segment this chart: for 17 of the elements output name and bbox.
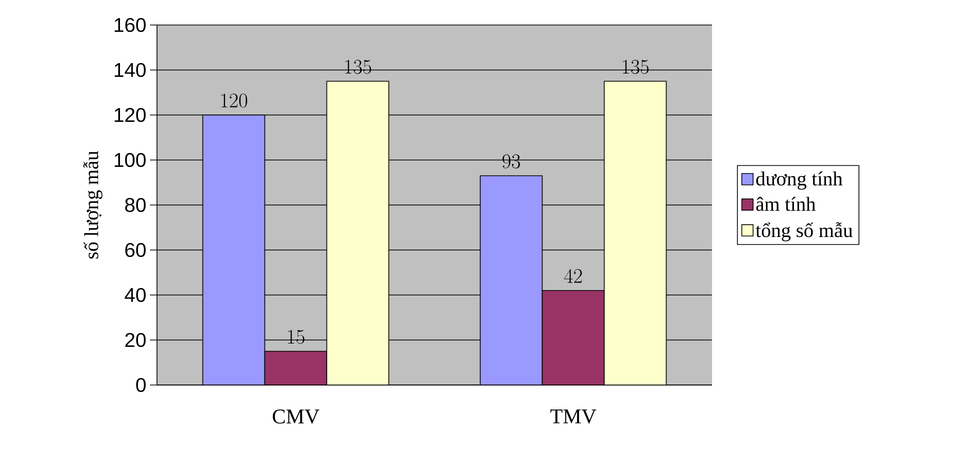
- y-tick-label: 80: [125, 198, 146, 212]
- x-tick-label: TMV: [550, 410, 596, 424]
- y-tick-label: 60: [125, 242, 146, 258]
- x-tick-label: CMV: [272, 410, 320, 424]
- y-tick-label: 0: [136, 378, 146, 392]
- y-tick-label: 100: [114, 152, 146, 168]
- y-tick-label: 120: [114, 108, 146, 122]
- data-label: 42: [564, 268, 582, 283]
- y-tick-label: 140: [114, 62, 146, 78]
- y-tick-label: 40: [124, 288, 146, 302]
- data-label: 120: [221, 94, 248, 108]
- legend-label: tổng số mẫu: [756, 222, 853, 242]
- y-tick-label: 160: [114, 18, 146, 32]
- legend-label: dương tính: [756, 172, 842, 190]
- y-axis-title: số lượng mẫu: [83, 150, 102, 259]
- y-tick-label: 20: [125, 332, 146, 348]
- legend-label: âm tính: [756, 196, 816, 211]
